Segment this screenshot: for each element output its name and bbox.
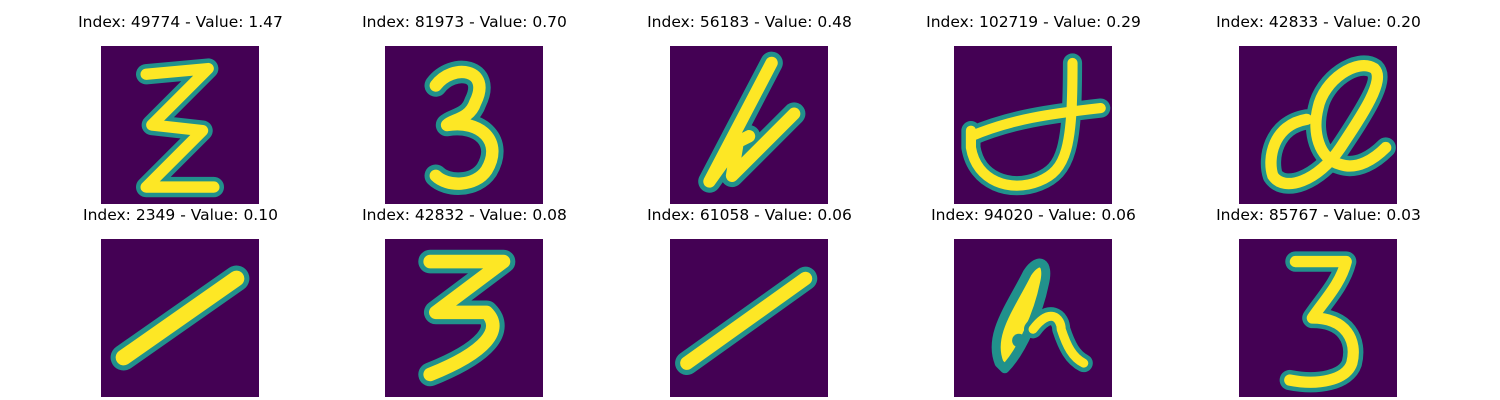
panel-title: Index: 42833 - Value: 0.20 <box>1216 13 1421 31</box>
panel-title: Index: 102719 - Value: 0.29 <box>926 13 1141 31</box>
digit-image <box>1239 46 1397 204</box>
digit-image <box>670 239 828 397</box>
panel-title: Index: 85767 - Value: 0.03 <box>1216 206 1421 224</box>
panel-title: Index: 49774 - Value: 1.47 <box>78 13 283 31</box>
digit-panel: Index: 2349 - Value: 0.10 <box>38 204 323 397</box>
panel-title: Index: 2349 - Value: 0.10 <box>83 206 278 224</box>
digit-panel: Index: 102719 - Value: 0.29 <box>891 11 1176 204</box>
panel-title: Index: 56183 - Value: 0.48 <box>647 13 852 31</box>
panel-title: Index: 94020 - Value: 0.06 <box>931 206 1136 224</box>
digit-image <box>1239 239 1397 397</box>
digit-panel: Index: 56183 - Value: 0.48 <box>607 11 892 204</box>
digit-panel: Index: 49774 - Value: 1.47 <box>38 11 323 204</box>
digit-image <box>954 239 1112 397</box>
digit-image <box>101 239 259 397</box>
digit-panel: Index: 61058 - Value: 0.06 <box>607 204 892 397</box>
digit-image <box>670 46 828 204</box>
digit-panel: Index: 94020 - Value: 0.06 <box>891 204 1176 397</box>
digit-panel: Index: 85767 - Value: 0.03 <box>1176 204 1461 397</box>
digit-image <box>101 46 259 204</box>
digit-image <box>954 46 1112 204</box>
digit-image <box>385 239 543 397</box>
digit-image <box>385 46 543 204</box>
digit-panel: Index: 81973 - Value: 0.70 <box>322 11 607 204</box>
digit-panel: Index: 42832 - Value: 0.08 <box>322 204 607 397</box>
panel-title: Index: 61058 - Value: 0.06 <box>647 206 852 224</box>
panel-title: Index: 42832 - Value: 0.08 <box>362 206 567 224</box>
panel-title: Index: 81973 - Value: 0.70 <box>362 13 567 31</box>
digit-panel: Index: 42833 - Value: 0.20 <box>1176 11 1461 204</box>
